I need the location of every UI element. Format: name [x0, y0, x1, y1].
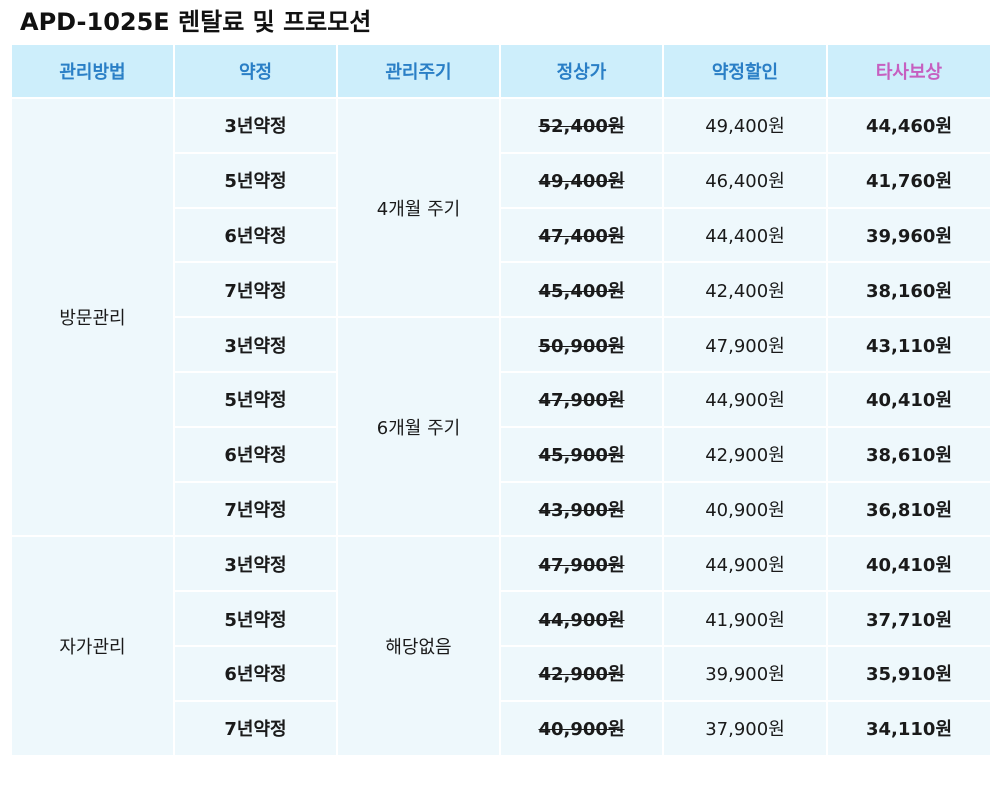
header-method: 관리방법 [10, 43, 175, 99]
competitor-price-cell: 41,760원 [826, 151, 992, 209]
discount-price-cell: 46,400원 [662, 151, 828, 209]
table-row: 7년약정 45,400원 42,400원 38,160원 [11, 261, 992, 319]
competitor-price-cell: 44,460원 [826, 97, 992, 154]
regular-price-cell: 47,400원 [499, 206, 664, 264]
cycle-cell-none: 해당없음 [336, 535, 501, 757]
regular-price-cell: 47,900원 [499, 535, 664, 593]
discount-price-cell: 37,900원 [662, 699, 828, 757]
cycle-cell-6month: 6개월 주기 [336, 316, 501, 538]
discount-price-cell: 44,900원 [662, 370, 828, 428]
regular-price-cell: 44,900원 [499, 590, 664, 647]
competitor-price-cell: 43,110원 [826, 316, 992, 373]
term-cell: 7년약정 [173, 480, 338, 538]
method-cell-self: 자가관리 [10, 535, 175, 757]
term-cell: 6년약정 [173, 425, 338, 483]
table-row: 3년약정 6개월 주기 50,900원 47,900원 43,110원 [11, 316, 992, 538]
competitor-price-cell: 40,410원 [826, 535, 992, 593]
competitor-price-cell: 34,110원 [826, 699, 992, 757]
table-row: 자가관리 3년약정 해당없음 47,900원 44,900원 40,410원 [10, 535, 992, 757]
term-cell: 7년약정 [173, 261, 338, 319]
competitor-price-cell: 40,410원 [826, 370, 992, 428]
competitor-price-cell: 38,160원 [826, 261, 992, 319]
table-row: 7년약정 40,900원 37,900원 34,110원 [11, 699, 992, 757]
discount-price-cell: 47,900원 [662, 316, 828, 373]
term-cell: 3년약정 [173, 535, 338, 593]
discount-price-cell: 49,400원 [662, 97, 828, 154]
regular-price-cell: 45,900원 [499, 425, 664, 483]
regular-price-cell: 52,400원 [499, 97, 664, 154]
competitor-price-cell: 38,610원 [826, 425, 992, 483]
table-row: 7년약정 43,900원 40,900원 36,810원 [11, 480, 992, 538]
term-cell: 3년약정 [173, 97, 338, 154]
regular-price-cell: 43,900원 [499, 480, 664, 538]
discount-price-cell: 44,400원 [662, 206, 828, 264]
table-row: 6년약정 42,900원 39,900원 35,910원 [11, 644, 992, 702]
header-cycle: 관리주기 [336, 43, 501, 99]
table-row: 5년약정 47,900원 44,900원 40,410원 [11, 370, 992, 428]
regular-price-cell: 49,400원 [499, 151, 664, 209]
page-title: APD-1025E 렌탈료 및 프로모션 [20, 8, 372, 36]
regular-price-cell: 45,400원 [499, 261, 664, 319]
discount-price-cell: 39,900원 [662, 644, 828, 702]
table-row: 방문관리 3년약정 4개월 주기 52,400원 49,400원 44,460원 [10, 96, 992, 538]
discount-price-cell: 42,400원 [662, 261, 828, 319]
competitor-price-cell: 37,710원 [826, 590, 992, 647]
regular-price-cell: 42,900원 [499, 644, 664, 702]
cycle-cell-4month: 4개월 주기 [336, 96, 501, 319]
table-header-row: 관리방법 약정 관리주기 정상가 약정할인 타사보상 [10, 43, 992, 99]
discount-price-cell: 40,900원 [662, 480, 828, 538]
regular-price-cell: 47,900원 [499, 370, 664, 428]
competitor-price-cell: 36,810원 [826, 480, 992, 538]
header-discount-price: 약정할인 [662, 43, 828, 99]
price-table: 관리방법 약정 관리주기 정상가 약정할인 타사보상 방문관리 3년약정 4개월… [10, 43, 992, 757]
term-cell: 6년약정 [173, 206, 338, 264]
table-row: 5년약정 44,900원 41,900원 37,710원 [11, 590, 992, 647]
competitor-price-cell: 35,910원 [826, 644, 992, 702]
discount-price-cell: 42,900원 [662, 425, 828, 483]
term-cell: 3년약정 [173, 316, 338, 373]
table-row: 6년약정 47,400원 44,400원 39,960원 [11, 206, 992, 264]
regular-price-cell: 40,900원 [499, 699, 664, 757]
term-cell: 5년약정 [173, 151, 338, 209]
header-term: 약정 [173, 43, 338, 99]
header-regular-price: 정상가 [499, 43, 664, 99]
term-cell: 5년약정 [173, 370, 338, 428]
term-cell: 5년약정 [173, 590, 338, 647]
table-row: 5년약정 49,400원 46,400원 41,760원 [11, 151, 992, 209]
term-cell: 7년약정 [173, 699, 338, 757]
discount-price-cell: 41,900원 [662, 590, 828, 647]
regular-price-cell: 50,900원 [499, 316, 664, 373]
table-row: 6년약정 45,900원 42,900원 38,610원 [11, 425, 992, 483]
competitor-price-cell: 39,960원 [826, 206, 992, 264]
header-competitor-compensation: 타사보상 [826, 43, 992, 99]
term-cell: 6년약정 [173, 644, 338, 702]
discount-price-cell: 44,900원 [662, 535, 828, 593]
method-cell-visit: 방문관리 [10, 96, 175, 538]
